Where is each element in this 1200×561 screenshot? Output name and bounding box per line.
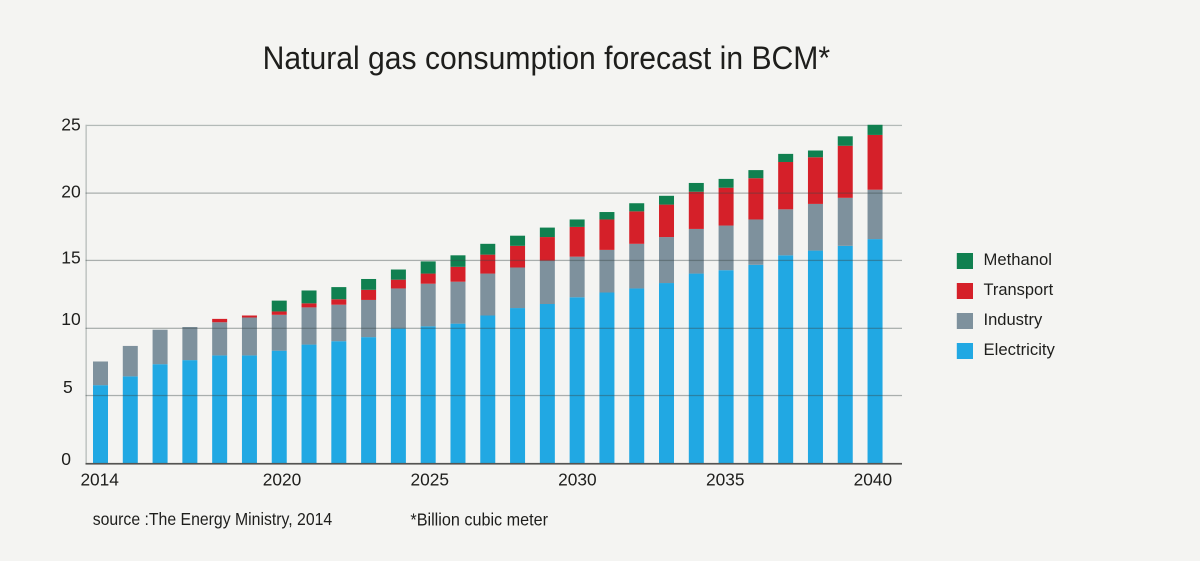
svg-text:Electricity: Electricity — [984, 341, 1056, 359]
svg-text:Industry: Industry — [984, 311, 1044, 329]
svg-text:Natural gas consumption foreca: Natural gas consumption forecast in BCM* — [263, 40, 831, 76]
svg-text:2035: 2035 — [706, 469, 745, 489]
svg-text:Transport: Transport — [984, 281, 1054, 299]
svg-text:Methanol: Methanol — [984, 251, 1052, 269]
svg-text:25: 25 — [61, 115, 80, 135]
svg-text:5: 5 — [63, 377, 73, 397]
svg-text:2040: 2040 — [854, 469, 893, 489]
svg-text:0: 0 — [61, 449, 71, 469]
svg-text:2014: 2014 — [80, 469, 119, 489]
svg-text:10: 10 — [61, 309, 81, 329]
svg-text:source :The Energy Ministry, 2: source :The Energy Ministry, 2014 — [93, 509, 333, 529]
svg-text:20: 20 — [61, 181, 81, 201]
svg-text:2020: 2020 — [263, 469, 302, 489]
svg-text:2030: 2030 — [558, 469, 597, 489]
svg-text:15: 15 — [61, 247, 80, 267]
svg-text:2025: 2025 — [411, 469, 450, 489]
svg-text:*Billion cubic meter: *Billion cubic meter — [410, 509, 548, 529]
